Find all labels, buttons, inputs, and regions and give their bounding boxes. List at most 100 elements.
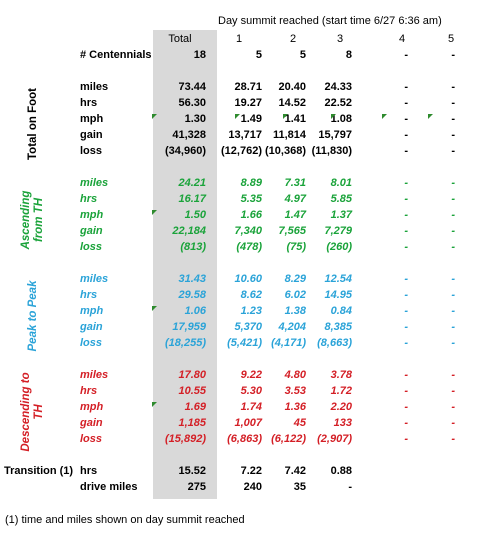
transition-value: 7.22 bbox=[240, 465, 262, 477]
cell-value: (813) bbox=[180, 241, 206, 253]
row-label-hrs: hrs bbox=[80, 289, 98, 301]
cell-value: - bbox=[451, 273, 455, 285]
cell-value: - bbox=[451, 305, 455, 317]
row-label-mph: mph bbox=[80, 209, 104, 221]
row-label-loss: loss bbox=[80, 241, 103, 253]
cell-value: - bbox=[404, 225, 408, 237]
transition-label: Transition (1) bbox=[4, 465, 74, 477]
cell-value: 5.35 bbox=[240, 193, 262, 205]
cell-value: (8,663) bbox=[317, 337, 352, 349]
column-header-total: Total bbox=[168, 33, 192, 45]
cell-value: 1,007 bbox=[234, 417, 262, 429]
row-label-gain: gain bbox=[80, 129, 103, 141]
transition-value: 15.52 bbox=[178, 465, 206, 477]
cell-value: - bbox=[404, 177, 408, 189]
cell-value: 2.20 bbox=[330, 401, 352, 413]
cell-value: 8.29 bbox=[284, 273, 306, 285]
cell-value: - bbox=[404, 97, 408, 109]
cell-value: (478) bbox=[236, 241, 262, 253]
cell-value: 15,797 bbox=[318, 129, 352, 141]
cell-value: (11,830) bbox=[311, 145, 352, 157]
cell-value: - bbox=[404, 209, 408, 221]
cell-value: - bbox=[451, 145, 455, 157]
row-label-loss: loss bbox=[80, 145, 103, 157]
cell-value: 10.60 bbox=[234, 273, 262, 285]
cell-value: - bbox=[404, 81, 408, 93]
cell-value: 1.47 bbox=[284, 209, 306, 221]
cell-indicator-icon bbox=[382, 114, 387, 119]
row-label-loss: loss bbox=[80, 337, 103, 349]
centennials-value: 5 bbox=[299, 49, 306, 61]
column-header-day-5: 5 bbox=[447, 33, 455, 45]
cell-value: 29.58 bbox=[178, 289, 206, 301]
cell-value: - bbox=[451, 417, 455, 429]
cell-value: 0.84 bbox=[330, 305, 352, 317]
row-label-miles: miles bbox=[80, 273, 109, 285]
cell-value: 56.30 bbox=[178, 97, 206, 109]
cell-value: 24.21 bbox=[178, 177, 206, 189]
cell-value: - bbox=[404, 305, 408, 317]
cell-value: - bbox=[451, 193, 455, 205]
cell-value: - bbox=[451, 321, 455, 333]
cell-value: 24.33 bbox=[324, 81, 352, 93]
row-label-gain: gain bbox=[80, 321, 103, 333]
cell-value: - bbox=[404, 113, 408, 125]
cell-value: - bbox=[404, 321, 408, 333]
cell-value: 4.97 bbox=[284, 193, 306, 205]
cell-indicator-icon bbox=[152, 114, 157, 119]
cell-value: - bbox=[451, 401, 455, 413]
cell-value: 5,370 bbox=[234, 321, 262, 333]
cell-value: - bbox=[404, 289, 408, 301]
cell-indicator-icon bbox=[152, 306, 157, 311]
cell-value: 1,185 bbox=[178, 417, 206, 429]
cell-indicator-icon bbox=[235, 114, 240, 119]
transition-value: 0.88 bbox=[330, 465, 352, 477]
transition-value: 240 bbox=[243, 481, 262, 493]
transition-value: 275 bbox=[187, 481, 206, 493]
cell-value: - bbox=[451, 241, 455, 253]
cell-value: - bbox=[404, 385, 408, 397]
transition-value: 7.42 bbox=[284, 465, 306, 477]
cell-value: - bbox=[404, 193, 408, 205]
cell-indicator-icon bbox=[152, 402, 157, 407]
column-header-day-1: 1 bbox=[235, 33, 243, 45]
cell-value: 17,959 bbox=[172, 321, 206, 333]
centennials-value: 8 bbox=[345, 49, 352, 61]
cell-value: (6,122) bbox=[271, 433, 306, 445]
transition-row-label: hrs bbox=[80, 465, 98, 477]
column-header-day-3: 3 bbox=[336, 33, 344, 45]
centennials-value: 5 bbox=[255, 49, 262, 61]
cell-value: 10.55 bbox=[178, 385, 206, 397]
cell-value: 5.85 bbox=[330, 193, 352, 205]
cell-value: (5,421) bbox=[227, 337, 262, 349]
centennials-value: - bbox=[404, 49, 408, 61]
section-title-1: Ascending from TH bbox=[20, 190, 45, 250]
cell-value: 4,204 bbox=[278, 321, 306, 333]
cell-value: - bbox=[451, 385, 455, 397]
cell-value: - bbox=[451, 97, 455, 109]
cell-value: - bbox=[451, 209, 455, 221]
row-label-miles: miles bbox=[80, 369, 109, 381]
cell-value: - bbox=[404, 369, 408, 381]
centennials-label: # Centennials bbox=[80, 49, 152, 61]
total-column-shading bbox=[153, 30, 217, 499]
column-header-day-4: 4 bbox=[398, 33, 406, 45]
row-label-hrs: hrs bbox=[80, 193, 98, 205]
cell-value: (75) bbox=[286, 241, 306, 253]
cell-value: 1.37 bbox=[330, 209, 352, 221]
cell-value: 7,279 bbox=[324, 225, 352, 237]
row-label-gain: gain bbox=[80, 225, 103, 237]
row-label-hrs: hrs bbox=[80, 97, 98, 109]
cell-value: 7.31 bbox=[284, 177, 306, 189]
cell-value: (2,907) bbox=[317, 433, 352, 445]
row-label-miles: miles bbox=[80, 81, 109, 93]
cell-value: - bbox=[451, 81, 455, 93]
cell-value: 8.62 bbox=[240, 289, 262, 301]
row-label-mph: mph bbox=[80, 401, 104, 413]
cell-value: 1.66 bbox=[240, 209, 262, 221]
cell-value: (12,762) bbox=[221, 145, 262, 157]
cell-value: (34,960) bbox=[165, 145, 206, 157]
cell-value: - bbox=[451, 369, 455, 381]
cell-value: - bbox=[451, 433, 455, 445]
cell-value: (6,863) bbox=[227, 433, 262, 445]
